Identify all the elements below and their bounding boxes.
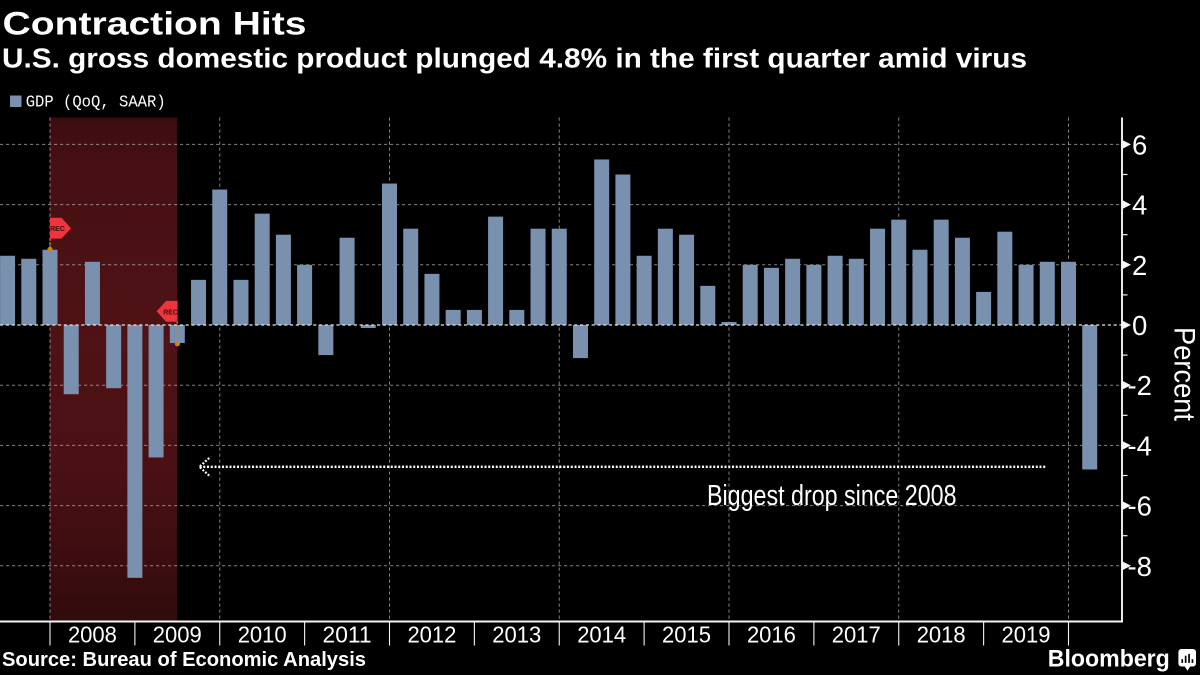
svg-text:U.S. gross domestic product pl: U.S. gross domestic product plunged 4.8%… [2, 43, 1027, 74]
svg-text:2018: 2018 [917, 621, 966, 647]
svg-text:2010: 2010 [238, 621, 287, 647]
svg-text:2017: 2017 [832, 621, 881, 647]
svg-text:Bloomberg: Bloomberg [1048, 645, 1170, 672]
svg-text:2013: 2013 [492, 621, 541, 647]
svg-text:0: 0 [1132, 310, 1147, 341]
svg-text:GDP (QoQ, SAAR): GDP (QoQ, SAAR) [26, 94, 166, 113]
svg-text:2014: 2014 [577, 621, 626, 647]
svg-text:Contraction Hits: Contraction Hits [3, 6, 307, 42]
svg-text:2015: 2015 [662, 621, 711, 647]
svg-text:-6: -6 [1128, 491, 1152, 522]
svg-text:2009: 2009 [153, 621, 202, 647]
svg-text:4: 4 [1132, 190, 1147, 221]
svg-text:2011: 2011 [323, 621, 372, 647]
svg-text:-8: -8 [1128, 551, 1152, 582]
svg-text:2019: 2019 [1002, 621, 1051, 647]
svg-text:Percent: Percent [1168, 327, 1200, 422]
svg-text:REC: REC [163, 309, 178, 316]
svg-text:2016: 2016 [747, 621, 796, 647]
svg-text:6: 6 [1132, 129, 1147, 160]
svg-text:REC: REC [50, 226, 65, 233]
svg-text:2: 2 [1132, 250, 1147, 281]
svg-text:2012: 2012 [407, 621, 456, 647]
svg-text:-2: -2 [1128, 370, 1152, 401]
svg-text:Biggest drop since 2008: Biggest drop since 2008 [707, 480, 957, 512]
svg-text:Source: Bureau of Economic Ana: Source: Bureau of Economic Analysis [2, 649, 366, 671]
svg-text:-4: -4 [1128, 430, 1152, 461]
svg-text:2008: 2008 [68, 621, 117, 647]
